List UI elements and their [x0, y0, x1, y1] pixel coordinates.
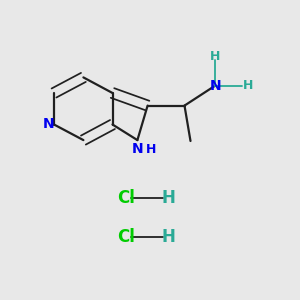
Text: H: H [146, 142, 156, 156]
Text: N: N [132, 142, 143, 156]
Text: H: H [243, 79, 254, 92]
Text: N: N [43, 118, 54, 131]
Text: N: N [210, 79, 221, 92]
Text: Cl: Cl [117, 228, 135, 246]
Text: Cl: Cl [117, 189, 135, 207]
Text: H: H [161, 228, 176, 246]
Text: H: H [210, 50, 220, 63]
Text: H: H [161, 189, 176, 207]
